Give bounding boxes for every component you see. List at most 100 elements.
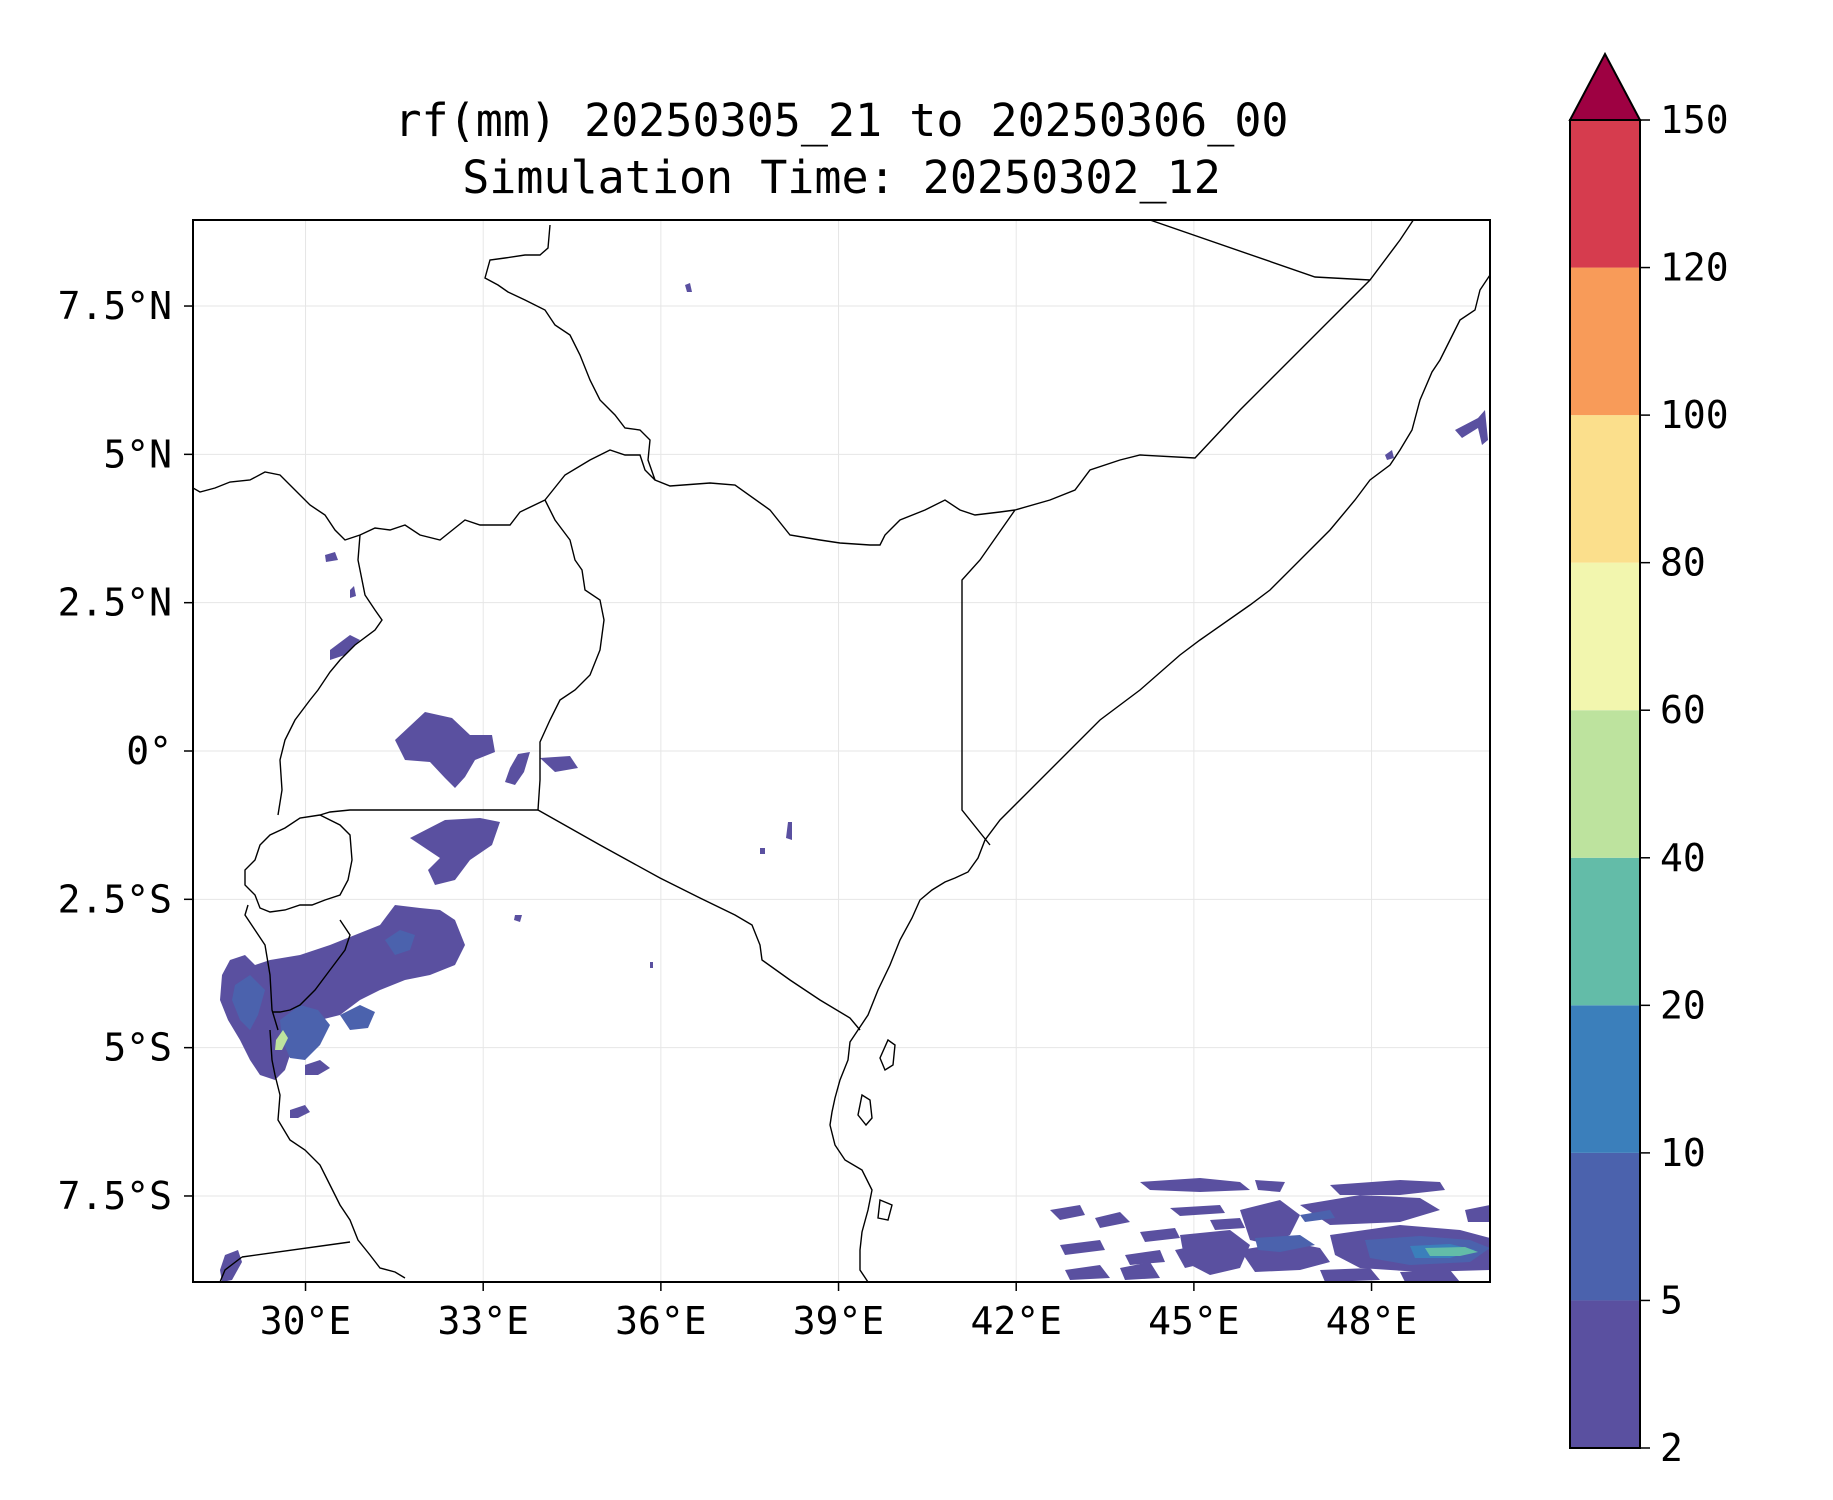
rain-patch [290,1105,310,1118]
colorbar-tick-label: 10 [1660,1131,1706,1175]
rain-patch [540,756,578,772]
x-tick-label: 30°E [260,1299,352,1343]
rain-patch [1300,1210,1335,1222]
y-tick-label: 7.5°S [58,1174,172,1218]
rain-patch [330,635,360,660]
rain-patch [385,930,415,955]
rain-patch [760,848,765,854]
rain-patch [325,552,338,562]
x-tick-label: 45°E [1148,1299,1240,1343]
x-tick-label: 33°E [437,1299,529,1343]
country-border [244,814,353,913]
y-tick-label: 5°N [103,432,172,476]
rain-patch [305,1060,330,1075]
rain-patch [1255,1180,1285,1192]
rainfall-field [220,283,1490,1282]
rain-patch [1065,1265,1110,1280]
colorbar-frame [1569,119,1641,1449]
rain-patch [1125,1250,1165,1265]
rain-patch [1210,1218,1245,1230]
rain-patch [1465,1205,1490,1222]
rain-patch [1120,1262,1160,1280]
rain-patch [1240,1200,1300,1245]
rain-patch [1140,1178,1250,1192]
rain-patch [1330,1180,1445,1195]
rain-patch [1050,1205,1085,1220]
rain-patch [1095,1212,1130,1228]
x-tick-label: 39°E [793,1299,885,1343]
country-border [241,1241,351,1258]
country-border [319,809,538,816]
island-outline [877,1198,893,1221]
colorbar-tick-label: 20 [1660,983,1706,1027]
country-border [272,919,351,1013]
rain-patch [514,915,522,922]
country-border [244,904,279,1031]
country-border [537,809,861,1031]
colorbar-extend-arrow [1568,51,1642,121]
colorbar-segment [1570,120,1640,268]
colorbar-segment [1570,562,1640,711]
rain-patch [786,822,792,840]
rain-patch [395,712,495,788]
country-border [269,1029,406,1279]
country-border [277,534,383,816]
rain-patch [685,283,692,292]
colorbar-tick-label: 40 [1660,836,1706,880]
y-tick-label: 7.5°N [58,284,172,328]
colorbar: 2 5 10 20 40 60 80 100 120 150 [1568,51,1729,1470]
map-title-line1: rf(mm) 20250305_21 to 20250306_00 [394,94,1289,147]
colorbar-tick-label: 5 [1660,1278,1683,1322]
colorbar-segment [1570,267,1640,416]
rain-patch [340,1005,375,1030]
country-border [193,471,546,541]
rain-patch [280,1005,330,1060]
rain-patch [1320,1268,1380,1282]
country-border [219,1256,243,1282]
coastline [829,274,1490,1282]
rain-patch [650,962,653,968]
rain-patch [1140,1228,1180,1242]
x-tick-label: 42°E [970,1299,1062,1343]
colorbar-segment [1570,1152,1640,1301]
map-title-line2: Simulation Time: 20250302_12 [462,151,1221,204]
rain-patch [1300,1195,1440,1225]
y-axis: 7.5°N 5°N 2.5°N 0° 2.5°S 5°S 7.5°S [58,284,193,1218]
gridlines [193,220,1490,1282]
rain-patch [1255,1235,1315,1252]
country-border [961,509,1016,846]
y-tick-label: 2.5°S [58,877,172,921]
rain-patch [1455,410,1488,445]
rain-patch [1400,1270,1460,1282]
rain-patch [1180,1230,1250,1275]
colorbar-segment [1570,1005,1640,1153]
island-outline [879,1038,896,1072]
y-tick-label: 0° [126,729,172,773]
colorbar-segment [1570,415,1640,563]
rain-patch [505,752,530,785]
y-tick-label: 2.5°N [58,581,172,625]
colorbar-tick-label: 60 [1660,688,1706,732]
rain-patch [1385,450,1394,460]
rain-patch [350,586,356,598]
y-tick-label: 5°S [103,1026,172,1070]
coastlines-and-borders [193,220,1490,1282]
colorbar-tick-label: 80 [1660,541,1706,585]
rain-patch [1060,1240,1105,1255]
island-outline [857,1093,873,1127]
colorbar-segment [1570,1300,1640,1448]
rain-patch [275,1030,288,1050]
x-tick-label: 36°E [615,1299,707,1343]
country-border [544,449,1016,546]
country-border [1014,220,1415,511]
colorbar-segment [1570,710,1640,858]
rain-patch [232,975,265,1030]
rain-patch [1170,1205,1225,1216]
colorbar-tick-label: 150 [1660,98,1729,142]
colorbar-segment [1570,857,1640,1006]
colorbar-tick-label: 100 [1660,393,1729,437]
colorbar-tick-label: 120 [1660,246,1729,290]
rain-patch [1425,1247,1478,1256]
colorbar-tick-label: 2 [1660,1426,1683,1470]
